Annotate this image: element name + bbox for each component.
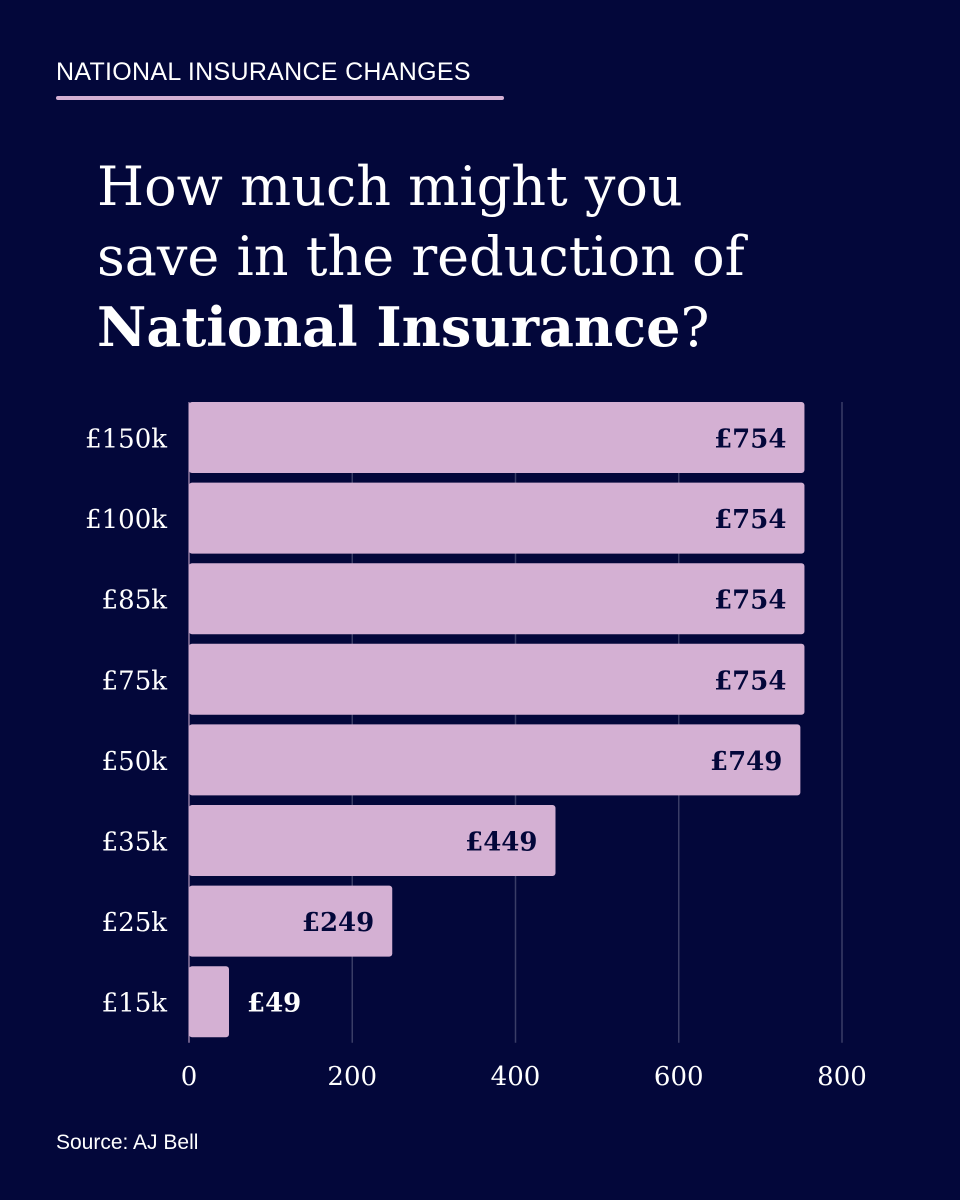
bar-1 <box>189 482 805 554</box>
category-label-3: £75k <box>102 666 168 696</box>
kicker-underline <box>56 96 504 100</box>
data-label-6: £249 <box>302 908 374 938</box>
bar-0 <box>189 402 805 473</box>
x-tick-label-600: 600 <box>654 1062 704 1092</box>
bar-5 <box>189 805 556 876</box>
x-tick-label-400: 400 <box>491 1062 541 1092</box>
x-tick-label-800: 800 <box>817 1062 867 1092</box>
data-label-1: £754 <box>714 505 786 535</box>
section-kicker: NATIONAL INSURANCE CHANGES <box>56 58 471 86</box>
category-label-6: £25k <box>102 908 168 938</box>
data-label-7: £49 <box>247 989 301 1019</box>
category-label-2: £85k <box>102 586 168 616</box>
category-label-1: £100k <box>85 505 167 535</box>
bar-chart: £754 £754 £754 £754 £749 £449 £249 £49 £150k £10… <box>85 402 867 1092</box>
bar-7 <box>189 966 229 1038</box>
category-label-7: £15k <box>102 989 168 1019</box>
data-label-2: £754 <box>714 586 786 616</box>
source-note: Source: AJ Bell <box>56 1131 199 1154</box>
title-bold-phrase: National Insurance <box>97 295 681 359</box>
data-label-0: £754 <box>714 425 786 455</box>
title-line-2: save in the reduction of <box>97 225 745 288</box>
title-question-mark: ? <box>680 296 710 359</box>
bar-3 <box>189 643 805 715</box>
page-title: How much might you save in the reduction… <box>97 152 917 363</box>
category-label-5: £35k <box>102 828 168 858</box>
bar-2 <box>189 563 805 635</box>
bars: £754 £754 £754 £754 £749 £449 £249 £49 <box>189 402 805 1038</box>
bar-4 <box>189 724 801 796</box>
category-labels: £150k £100k £85k £75k £50k £35k £25k £15k <box>85 425 167 1019</box>
data-label-5: £449 <box>465 828 537 858</box>
bar-6 <box>189 885 393 957</box>
category-label-4: £50k <box>102 747 168 777</box>
title-line-1: How much might you <box>97 155 683 218</box>
data-label-3: £754 <box>714 666 786 696</box>
x-tick-label-0: 0 <box>181 1062 198 1092</box>
x-tick-label-200: 200 <box>327 1062 377 1092</box>
category-label-0: £150k <box>85 425 167 455</box>
data-label-4: £749 <box>710 747 782 777</box>
x-axis-ticks: 0 200 400 600 800 <box>181 1062 867 1092</box>
